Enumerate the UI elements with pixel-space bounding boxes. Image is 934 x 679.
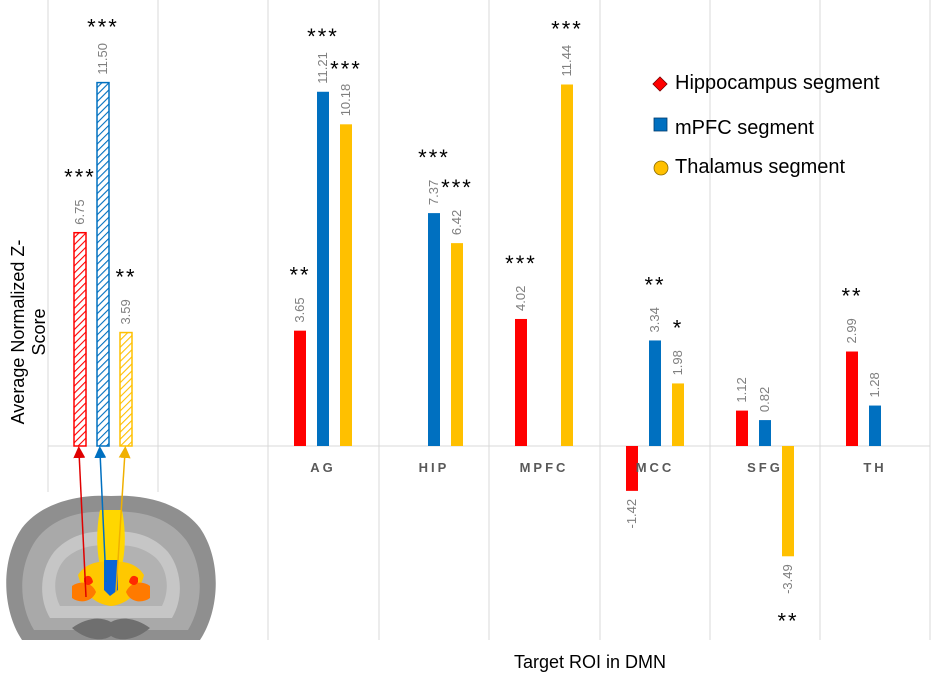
legend-label-hippocampus: Hippocampus segment xyxy=(675,72,880,94)
bar xyxy=(869,405,881,446)
bar xyxy=(626,446,638,491)
value-label: 1.98 xyxy=(670,350,685,375)
seed-significance-label: *** xyxy=(87,15,119,40)
legend-marker-thalamus xyxy=(653,160,669,176)
bar xyxy=(736,410,748,446)
category-tick-label: MCC xyxy=(636,460,675,475)
significance-label: ** xyxy=(289,263,310,288)
value-label: 1.28 xyxy=(867,372,882,397)
gridlines xyxy=(47,0,931,640)
significance-label: *** xyxy=(551,16,583,41)
category-tick-label: AG xyxy=(310,460,336,475)
seed-significance-label: *** xyxy=(64,165,96,190)
bar xyxy=(846,351,858,446)
seed-value-label: 11.50 xyxy=(95,43,110,75)
bar xyxy=(294,330,306,446)
category-tick-label: TH xyxy=(863,460,886,475)
significance-label: *** xyxy=(441,175,473,200)
value-label: 6.42 xyxy=(449,210,464,235)
category-tick-label: SFG xyxy=(747,460,783,475)
seed-significance-label: ** xyxy=(115,265,136,290)
significance-label: *** xyxy=(330,56,362,81)
value-label: -3.49 xyxy=(780,564,795,594)
value-label: 3.34 xyxy=(647,307,662,332)
bar xyxy=(561,84,573,446)
legend xyxy=(652,76,669,176)
significance-label: ** xyxy=(644,272,665,297)
category-tick-labels: AG HIP MPFC MCC SFG TH xyxy=(310,460,886,475)
value-labels: 6.75 11.50 3.59 3.65 11.21 10.18 7.37 6.42 4.02 1… xyxy=(72,43,882,594)
value-label: 1.12 xyxy=(734,377,749,402)
value-label: 2.99 xyxy=(844,318,859,343)
significance-label: *** xyxy=(505,251,537,276)
significance-label: ** xyxy=(777,608,798,633)
seed-bar xyxy=(119,331,133,447)
bars xyxy=(294,84,881,557)
category-tick-label: HIP xyxy=(419,460,450,475)
y-axis-label: Average Normalized Z-Score xyxy=(8,239,49,425)
significance-label: * xyxy=(673,315,684,340)
value-label: 11.44 xyxy=(559,45,574,77)
value-label: 3.65 xyxy=(292,297,307,322)
category-tick-label: MPFC xyxy=(520,460,569,475)
seed-bars xyxy=(73,81,133,447)
seed-value-label: 3.59 xyxy=(118,299,133,324)
legend-marker-hippocampus xyxy=(652,76,668,92)
value-label: 4.02 xyxy=(513,286,528,311)
bar xyxy=(759,420,771,446)
legend-label-mpfc: mPFC segment xyxy=(675,117,814,139)
value-label: 10.18 xyxy=(338,84,353,117)
value-label: 11.21 xyxy=(315,52,330,84)
seed-bar xyxy=(96,81,110,447)
value-label: -1.42 xyxy=(624,499,639,529)
bar xyxy=(672,383,684,446)
arrow-hippocampus xyxy=(73,446,87,598)
significance-label: *** xyxy=(418,145,450,170)
seed-arrows xyxy=(73,446,131,598)
bar xyxy=(340,124,352,446)
x-axis-label: Target ROI in DMN xyxy=(513,652,667,672)
bar xyxy=(782,446,794,557)
seed-value-label: 6.75 xyxy=(72,199,87,224)
significance-label: *** xyxy=(307,24,339,49)
significance-labels: ******** *************************** xyxy=(64,15,862,634)
value-label: 0.82 xyxy=(757,387,772,412)
significance-label: ** xyxy=(841,284,862,309)
bar xyxy=(317,91,329,446)
bar xyxy=(428,213,440,446)
value-label: 7.37 xyxy=(426,180,441,205)
seed-bar xyxy=(73,231,87,447)
arrow-thalamus xyxy=(115,446,131,593)
bar xyxy=(515,318,527,446)
legend-label-thalamus: Thalamus segment xyxy=(675,156,846,178)
bar xyxy=(649,340,661,446)
brain-slice-image xyxy=(0,492,222,642)
legend-marker-mpfc xyxy=(653,117,668,132)
bar xyxy=(451,243,463,446)
arrow-mpfc xyxy=(94,446,107,583)
